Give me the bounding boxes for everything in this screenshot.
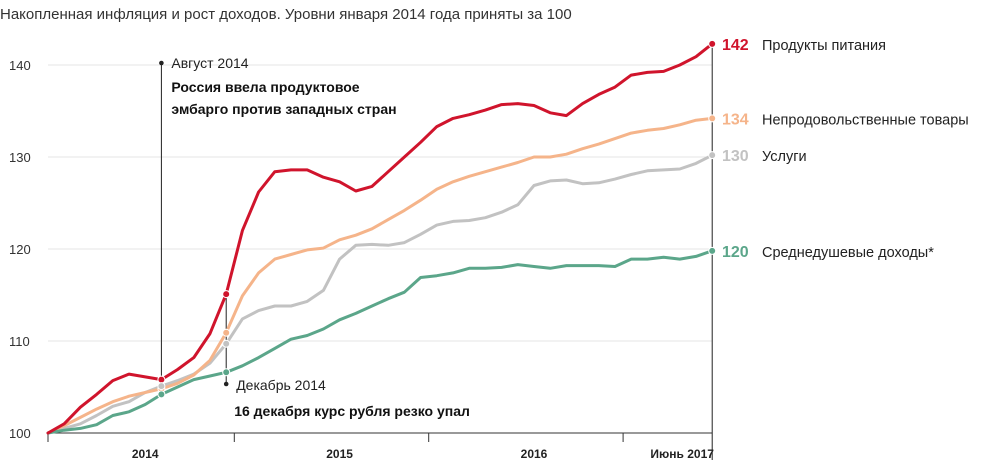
- data-point: [222, 290, 231, 299]
- data-point: [222, 368, 231, 377]
- chart-title: Накопленная инфляция и рост доходов. Уро…: [0, 6, 572, 23]
- annotation-date: Декабрь 2014: [236, 377, 326, 393]
- data-point: [708, 151, 717, 160]
- y-axis: 100 110 120 130 140: [9, 58, 31, 441]
- y-tick-label: 100: [9, 426, 31, 441]
- data-point: [708, 39, 717, 48]
- x-tick-label: 2015: [326, 447, 353, 461]
- data-point: [708, 114, 717, 123]
- series-markers: [157, 39, 717, 399]
- data-point: [222, 328, 231, 337]
- y-tick-label: 120: [9, 242, 31, 257]
- annotation-text: эмбарго против западных стран: [171, 101, 396, 117]
- annotation-dot: [223, 381, 229, 387]
- data-point: [222, 339, 231, 348]
- series-line: [46, 116, 714, 435]
- annotation-date: Август 2014: [171, 55, 248, 71]
- annotation-text: Россия ввела продуктовое: [171, 79, 359, 95]
- x-tick-label: 2016: [521, 447, 548, 461]
- series-name-label: Среднедушевые доходы*: [762, 245, 934, 261]
- annotations: Август 2014 Россия ввела продуктовое эмбар…: [171, 55, 470, 419]
- end-labels: 142 Продукты питания 134 Непродовольственны…: [722, 37, 969, 261]
- series-name-label: Услуги: [762, 149, 807, 165]
- series-end-value: 120: [722, 244, 749, 261]
- annotation-text: 16 декабря курс рубля резко упал: [234, 403, 470, 419]
- data-point: [157, 382, 166, 391]
- y-tick-label: 110: [9, 334, 30, 349]
- series-end-value: 134: [722, 111, 749, 128]
- grid: [48, 64, 712, 342]
- x-tick-label: Июнь 2017: [650, 447, 714, 461]
- series-name-label: Продукты питания: [762, 38, 886, 54]
- annotation-dot: [159, 60, 164, 66]
- series-end-value: 130: [722, 148, 749, 165]
- y-tick-label: 140: [9, 58, 31, 73]
- series-end-value: 142: [722, 37, 749, 54]
- data-point: [157, 390, 166, 399]
- y-tick-label: 130: [9, 150, 31, 165]
- x-axis: 2014 2015 2016 Июнь 2017: [47, 432, 714, 461]
- data-point: [708, 246, 717, 255]
- x-tick-label: 2014: [132, 447, 159, 461]
- series-name-label: Непродовольственные товары: [762, 112, 969, 128]
